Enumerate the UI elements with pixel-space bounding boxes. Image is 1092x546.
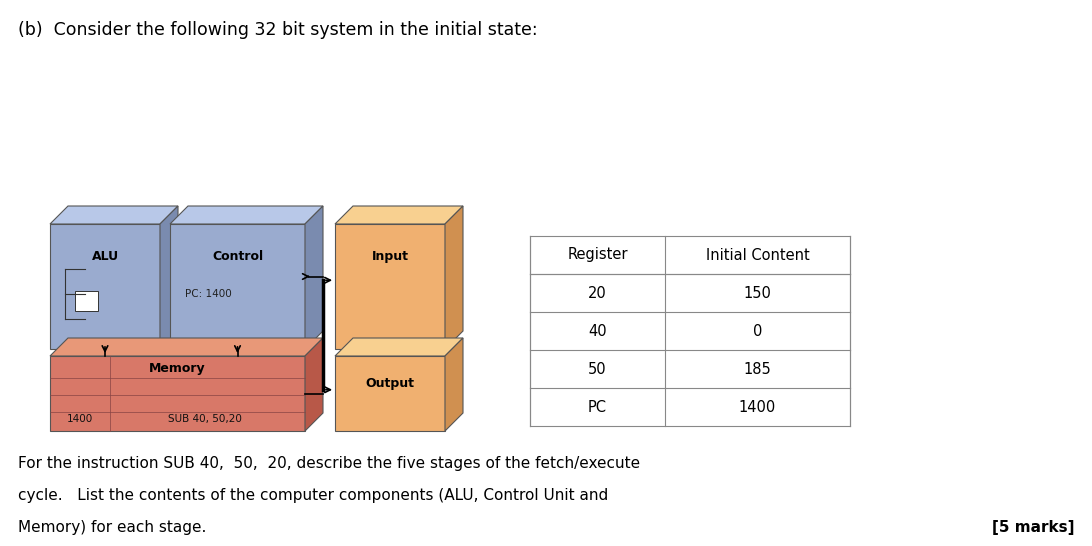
- Polygon shape: [335, 224, 446, 349]
- Text: 150: 150: [744, 286, 771, 300]
- Polygon shape: [335, 338, 463, 356]
- Text: Initial Content: Initial Content: [705, 247, 809, 263]
- Polygon shape: [446, 206, 463, 349]
- Polygon shape: [305, 206, 323, 349]
- Polygon shape: [161, 206, 178, 349]
- Polygon shape: [50, 338, 323, 356]
- Text: 0: 0: [752, 323, 762, 339]
- Text: Output: Output: [366, 377, 415, 390]
- Polygon shape: [446, 338, 463, 431]
- Text: 1400: 1400: [739, 400, 776, 414]
- Text: 1400: 1400: [67, 414, 93, 424]
- Text: (b)  Consider the following 32 bit system in the initial state:: (b) Consider the following 32 bit system…: [17, 21, 537, 39]
- Text: 40: 40: [589, 323, 607, 339]
- Text: For the instruction SUB 40,  50,  20, describe the five stages of the fetch/exec: For the instruction SUB 40, 50, 20, desc…: [17, 456, 640, 471]
- Polygon shape: [305, 338, 323, 431]
- Polygon shape: [335, 206, 463, 224]
- Text: Register: Register: [567, 247, 628, 263]
- Text: ALU: ALU: [92, 250, 119, 263]
- Polygon shape: [50, 356, 305, 431]
- Text: [5 marks]: [5 marks]: [992, 520, 1075, 535]
- Text: SUB 40, 50,20: SUB 40, 50,20: [168, 414, 242, 424]
- Text: PC: 1400: PC: 1400: [185, 289, 232, 299]
- Text: Memory) for each stage.: Memory) for each stage.: [17, 520, 206, 535]
- Text: 50: 50: [589, 361, 607, 377]
- Polygon shape: [50, 206, 178, 224]
- Polygon shape: [170, 206, 323, 224]
- Text: 185: 185: [744, 361, 771, 377]
- Text: Memory: Memory: [150, 362, 205, 375]
- Polygon shape: [50, 224, 161, 349]
- Polygon shape: [75, 291, 98, 311]
- Polygon shape: [335, 356, 446, 431]
- Text: cycle.   List the contents of the computer components (ALU, Control Unit and: cycle. List the contents of the computer…: [17, 488, 608, 503]
- Polygon shape: [170, 224, 305, 349]
- Text: Input: Input: [371, 250, 408, 263]
- Text: PC: PC: [587, 400, 607, 414]
- Text: 20: 20: [589, 286, 607, 300]
- Text: Control: Control: [212, 250, 263, 263]
